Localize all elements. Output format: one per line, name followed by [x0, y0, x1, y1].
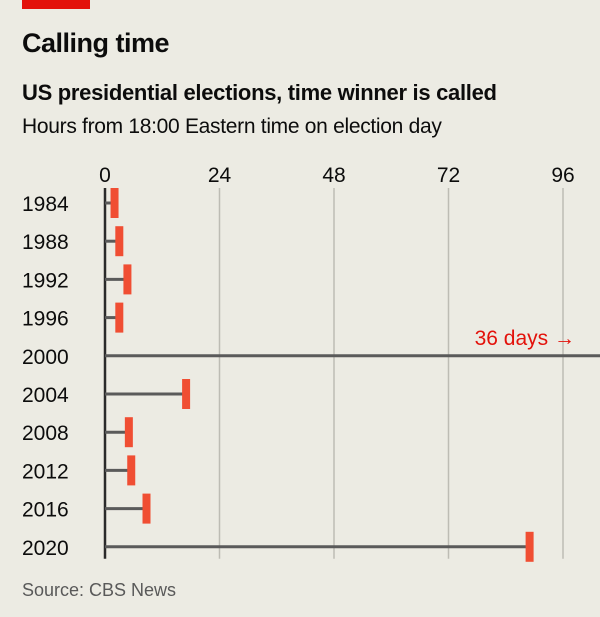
annotation-label: 36 days →: [475, 327, 575, 350]
x-tick-label: 48: [322, 164, 345, 187]
bar-end-marker: [525, 531, 534, 562]
y-tick-label: 1992: [22, 269, 69, 292]
x-tick-label: 0: [99, 164, 111, 187]
bar-end-marker: [127, 455, 136, 486]
axis-unit-label: Hours from 18:00 Eastern time on electio…: [22, 115, 442, 138]
y-tick-label: 2012: [22, 460, 69, 483]
x-tick-label: 96: [551, 164, 574, 187]
chart-title: Calling time: [22, 28, 170, 58]
source-note: Source: CBS News: [22, 580, 177, 600]
y-tick-label: 2016: [22, 499, 69, 522]
chart-subtitle: US presidential elections, time winner i…: [22, 80, 497, 105]
y-tick-label: 2004: [22, 384, 69, 407]
bar-end-marker: [123, 264, 132, 295]
y-tick-label: 2000: [22, 346, 69, 369]
y-tick-label: 1984: [22, 193, 69, 216]
x-tick-label: 72: [437, 164, 460, 187]
brand-flag: [22, 0, 90, 9]
bar-end-marker: [115, 302, 124, 333]
bar-end-marker: [182, 379, 191, 409]
y-tick-label: 2008: [22, 422, 69, 445]
x-tick-label: 24: [208, 164, 232, 187]
y-tick-label: 2020: [22, 537, 69, 560]
y-tick-label: 1996: [22, 308, 69, 331]
bar-end-marker: [115, 226, 124, 257]
bar-end-marker: [124, 417, 133, 448]
bar-end-marker: [142, 493, 151, 524]
y-tick-label: 1988: [22, 231, 69, 254]
bar-end-marker: [110, 188, 119, 218]
